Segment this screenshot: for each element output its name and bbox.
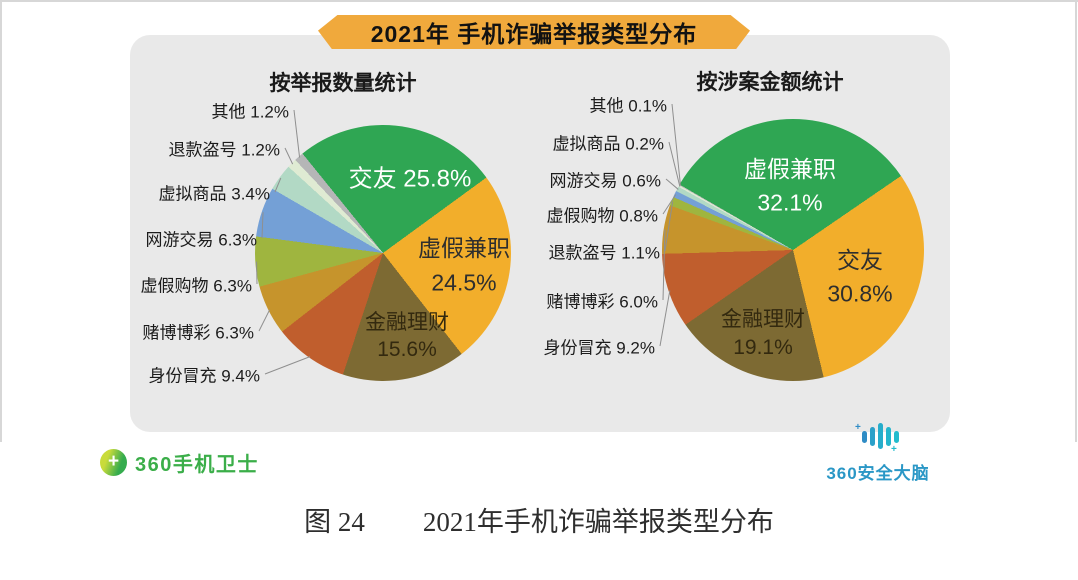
right-pie	[662, 119, 924, 381]
logo-360-mobile-guard-text: 360手机卫士	[135, 454, 259, 476]
pie-1-label-inside: 交友	[837, 247, 883, 273]
pie-1-label-inside: 30.8%	[827, 280, 893, 307]
logo-360-mobile-guard: + 360手机卫士	[100, 448, 259, 477]
right-pie-title: 按涉案金额统计	[696, 71, 844, 94]
equalizer-bars-icon: + +	[855, 422, 899, 455]
pie-1-label-outside: 虚拟商品 0.2%	[552, 134, 664, 154]
left-pie	[255, 125, 511, 381]
banner-title: 2021年 手机诈骗举报类型分布	[370, 21, 698, 47]
page-border-top	[0, 0, 1078, 2]
figure-number: 图 24	[304, 507, 365, 537]
pie-0-label-outside: 虚假购物 6.3%	[140, 276, 252, 296]
pie-0-label-inside: 24.5%	[431, 269, 497, 296]
pie-1-label-inside: 虚假兼职	[744, 156, 836, 182]
logo-360-security-brain-text: 360安全大脑	[826, 464, 930, 483]
pie-0-label-outside: 身份冒充 9.4%	[148, 366, 260, 386]
page-border-right	[1075, 0, 1077, 442]
pie-0-label-outside: 赌博博彩 6.3%	[142, 323, 254, 343]
pie-1-label-outside: 退款盗号 1.1%	[548, 243, 660, 263]
pie-1-label-inside: 金融理财	[721, 308, 805, 331]
pie-0-label-inside: 交友 25.8%	[348, 165, 472, 193]
pie-1-label-inside: 32.1%	[757, 189, 823, 216]
pie-0-label-outside: 其他 1.2%	[211, 102, 289, 122]
pie-1-label-outside: 赌博博彩 6.0%	[546, 292, 658, 312]
page-border-left	[0, 0, 2, 442]
pie-1-label-outside: 身份冒充 9.2%	[543, 338, 655, 358]
pie-1-label-outside: 其他 0.1%	[589, 96, 667, 116]
figure-title: 2021年手机诈骗举报类型分布	[422, 507, 774, 537]
left-pie-title: 按举报数量统计	[269, 72, 417, 95]
pie-0-label-outside: 网游交易 6.3%	[145, 230, 257, 250]
title-banner: 2021年 手机诈骗举报类型分布	[318, 15, 750, 49]
pie-0-label-inside: 15.6%	[377, 338, 437, 361]
pie-0-label-inside: 虚假兼职	[418, 235, 510, 261]
pie-0-label-outside: 退款盗号 1.2%	[168, 140, 280, 160]
svg-text:+: +	[855, 422, 861, 433]
pie-0-label-inside: 金融理财	[365, 311, 449, 334]
pie-0-label-outside: 虚拟商品 3.4%	[158, 184, 270, 204]
pie-1-label-outside: 虚假购物 0.8%	[546, 206, 658, 226]
shield-plus-icon: +	[100, 449, 127, 476]
svg-text:+: +	[891, 444, 897, 452]
pie-1-label-outside: 网游交易 0.6%	[549, 171, 661, 191]
figure-caption: 图 24 2021年手机诈骗举报类型分布	[0, 500, 1078, 539]
logo-360-security-brain: + + 360安全大脑	[818, 420, 938, 484]
pie-1-label-inside: 19.1%	[733, 336, 793, 359]
